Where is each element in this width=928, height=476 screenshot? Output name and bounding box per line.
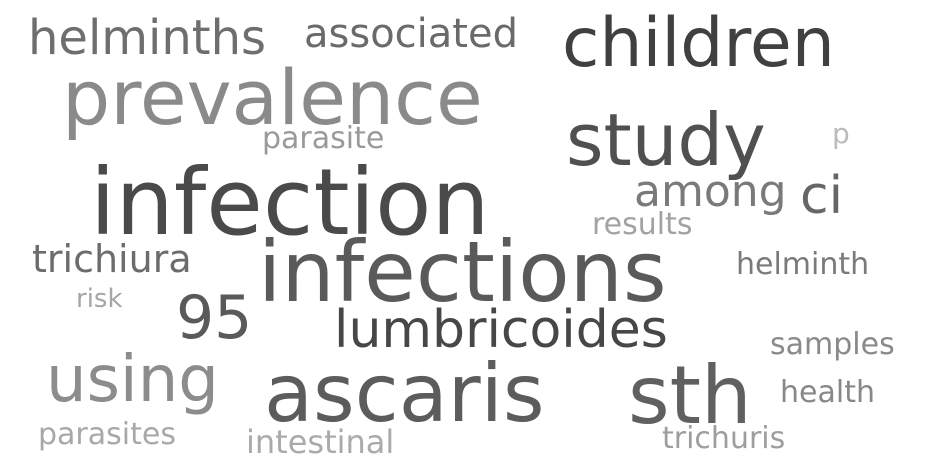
word-helminth: helminth bbox=[736, 247, 870, 282]
word-prevalence: prevalence bbox=[62, 53, 483, 142]
word-among: among bbox=[634, 166, 787, 217]
word-results: results bbox=[592, 207, 693, 242]
word-risk: risk bbox=[76, 284, 123, 314]
word-intestinal: intestinal bbox=[246, 423, 395, 461]
word-infection: infection bbox=[90, 149, 490, 256]
word-95: 95 bbox=[176, 283, 253, 353]
word-children: children bbox=[562, 4, 835, 83]
word-associated: associated bbox=[304, 11, 518, 57]
word-using: using bbox=[46, 343, 219, 417]
word-study: study bbox=[566, 98, 766, 182]
word-ci: ci bbox=[800, 166, 844, 226]
word-samples: samples bbox=[770, 327, 895, 362]
word-lumbricoides: lumbricoides bbox=[334, 300, 668, 360]
word-sth: sth bbox=[628, 349, 752, 442]
word-ascaris: ascaris bbox=[264, 347, 545, 440]
word-health: health bbox=[780, 375, 875, 410]
word-p: p bbox=[832, 117, 850, 150]
word-helminths: helminths bbox=[28, 10, 267, 66]
word-parasites: parasites bbox=[38, 417, 176, 452]
word-trichiura: trichiura bbox=[32, 237, 192, 281]
word-parasite: parasite bbox=[262, 121, 385, 156]
word-infections: infections bbox=[258, 223, 667, 321]
word-trichuris: trichuris bbox=[662, 421, 786, 456]
